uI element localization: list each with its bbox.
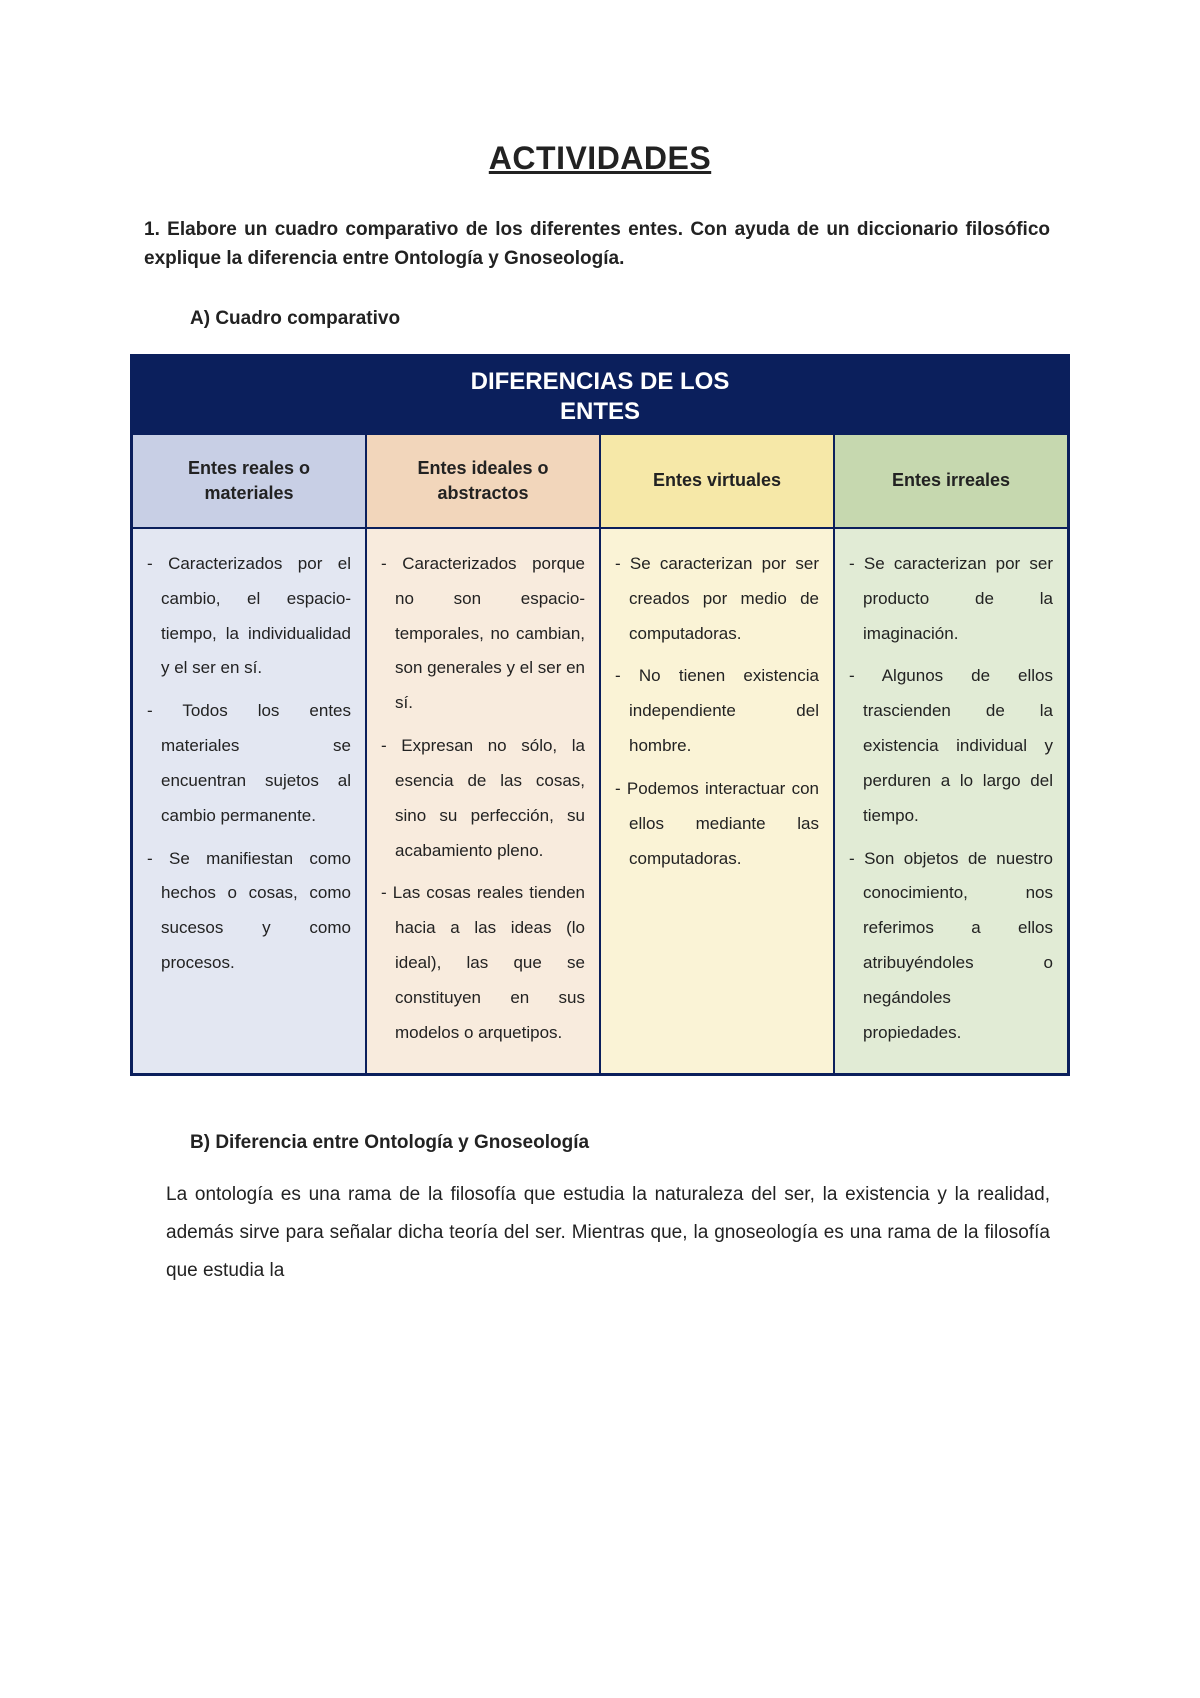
bullet-item: Se caracterizan por ser creados por medi… xyxy=(615,547,819,652)
section-b-label: B) Diferencia entre Ontología y Gnoseolo… xyxy=(190,1132,1070,1154)
bullet-item: No tienen existencia independiente del h… xyxy=(615,659,819,764)
table-title-line1: DIFERENCIAS DE LOS xyxy=(471,368,730,395)
table-title-line2: ENTES xyxy=(560,398,640,425)
section-b-paragraph: La ontología es una rama de la filosofía… xyxy=(166,1176,1050,1290)
column-header: Entes reales o materiales xyxy=(133,435,367,527)
column-body: Se caracterizan por ser producto de la i… xyxy=(835,529,1067,1073)
table-title: DIFERENCIAS DE LOS ENTES xyxy=(133,357,1067,435)
bullet-item: Se caracterizan por ser producto de la i… xyxy=(849,547,1053,652)
column-body: Se caracterizan por ser creados por medi… xyxy=(601,529,835,1073)
bullet-item: Caracterizados porque no son espacio- te… xyxy=(381,547,585,721)
column-body: Caracterizados porque no son espacio- te… xyxy=(367,529,601,1073)
bullet-item: Las cosas reales tienden hacia a las ide… xyxy=(381,876,585,1050)
column-header: Entes ideales o abstractos xyxy=(367,435,601,527)
comparison-table: DIFERENCIAS DE LOS ENTES Entes reales o … xyxy=(130,354,1070,1076)
question-1: 1. Elabore un cuadro comparativo de los … xyxy=(144,215,1050,274)
bullet-item: Algunos de ellos trascienden de la exist… xyxy=(849,659,1053,833)
bullet-item: Todos los entes materiales se encuentran… xyxy=(147,694,351,833)
table-body-row: Caracterizados por el cambio, el espacio… xyxy=(133,527,1067,1073)
bullet-item: Se manifiestan como hechos o cosas, como… xyxy=(147,842,351,981)
page-title: ACTIVIDADES xyxy=(130,140,1070,177)
bullet-item: Son objetos de nuestro conocimiento, nos… xyxy=(849,842,1053,1051)
column-header: Entes virtuales xyxy=(601,435,835,527)
column-body: Caracterizados por el cambio, el espacio… xyxy=(133,529,367,1073)
bullet-item: Podemos interactuar con ellos mediante l… xyxy=(615,772,819,877)
column-header: Entes irreales xyxy=(835,435,1067,527)
section-a-label: A) Cuadro comparativo xyxy=(190,308,1070,330)
bullet-item: Expresan no sólo, la esencia de las cosa… xyxy=(381,729,585,868)
bullet-item: Caracterizados por el cambio, el espacio… xyxy=(147,547,351,686)
table-header-row: Entes reales o materialesEntes ideales o… xyxy=(133,435,1067,527)
